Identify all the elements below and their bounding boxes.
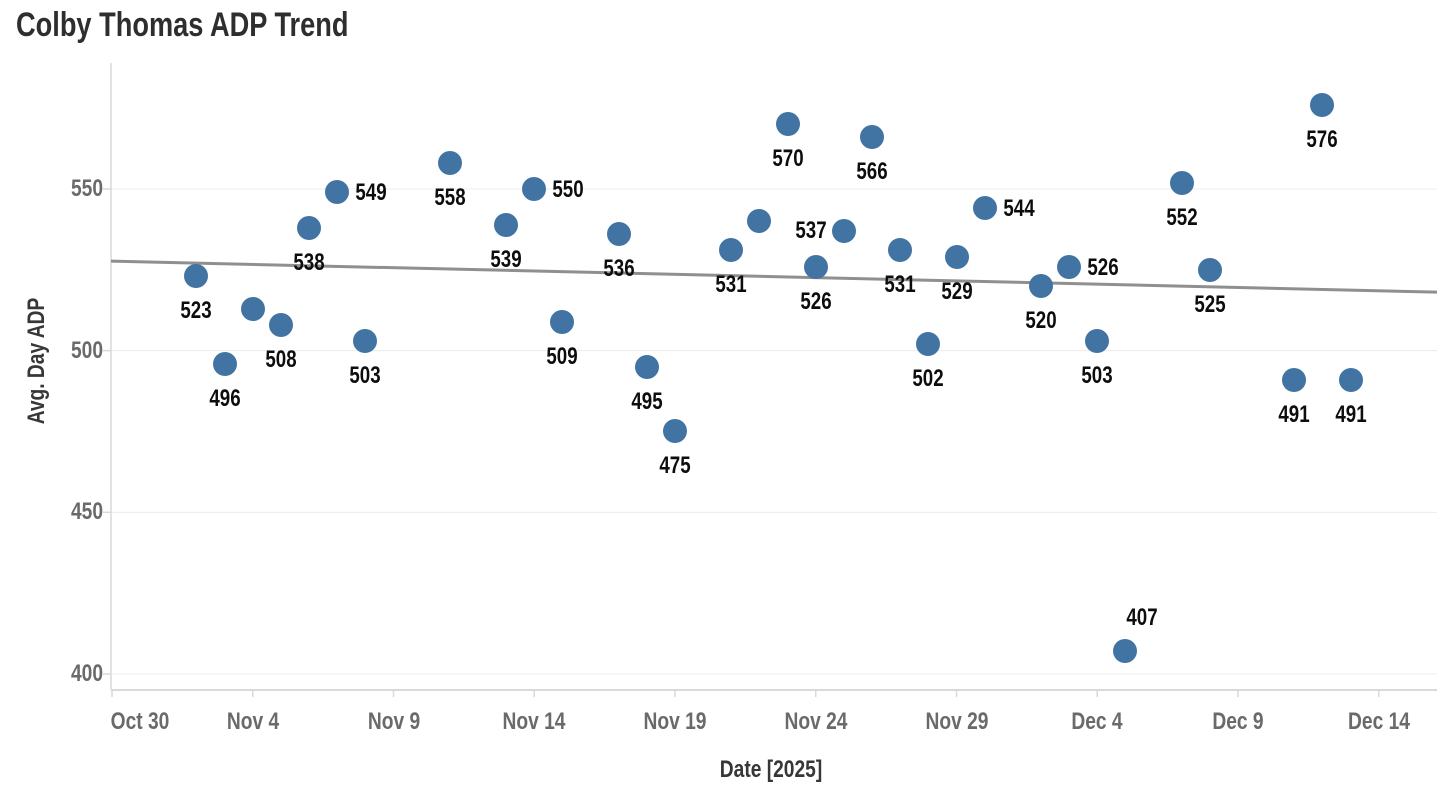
point-label: 529 [940,277,973,305]
y-tick-label: 450 [70,498,104,526]
point-label: 536 [603,255,635,283]
x-tick-label: Nov 4 [226,708,279,735]
data-point-dec-7[interactable] [1169,170,1194,195]
point-label: 491 [1278,400,1310,428]
data-point-nov-7[interactable] [325,180,350,205]
data-point-nov-19[interactable] [663,419,687,444]
x-tick-label: Nov 9 [367,708,420,735]
point-label: 558 [434,184,466,212]
y-axis-title: Avg. Day ADP [23,297,50,425]
y-tick-label: 500 [70,336,104,364]
data-point-nov-21[interactable] [719,238,744,263]
data-point-dec-8[interactable] [1197,257,1222,282]
data-point-dec-2[interactable] [1028,273,1053,298]
data-point-nov-27[interactable] [888,238,913,263]
x-tick-label: Nov 24 [784,708,848,735]
data-point-dec-5[interactable] [1113,639,1138,664]
point-label: 531 [884,271,916,299]
data-point-nov-2[interactable] [184,264,209,289]
data-point-nov-14[interactable] [522,177,547,201]
data-point-nov-3[interactable] [212,351,237,376]
data-point-nov-22[interactable] [747,209,772,234]
point-label: 525 [1194,290,1226,318]
x-tick-label: Nov 29 [925,708,988,735]
point-label: 550 [552,176,584,203]
data-point-nov-28[interactable] [916,332,941,357]
data-point-nov-26[interactable] [860,125,885,150]
point-label: 570 [771,145,804,173]
data-point-nov-23[interactable] [775,112,800,137]
point-label: 576 [1306,125,1339,153]
y-tick-label: 400 [70,659,104,687]
chart-title: Colby Thomas ADP Trend [16,6,349,44]
data-point-nov-13[interactable] [494,212,519,237]
point-label: 508 [265,345,297,373]
x-tick-label: Nov 14 [502,708,566,735]
point-label: 566 [856,158,888,186]
data-point-nov-17[interactable] [606,222,631,247]
data-point-nov-6[interactable] [297,215,322,240]
trend-line [110,259,1438,294]
x-tick-label: Dec 14 [1347,708,1410,735]
x-tick-label: Dec 4 [1071,708,1123,735]
data-point-dec-11[interactable] [1282,367,1307,392]
point-label: 526 [800,287,832,315]
data-point-dec-3[interactable] [1057,254,1082,279]
data-point-nov-30[interactable] [972,196,997,221]
data-point-dec-4[interactable] [1085,328,1110,353]
point-label: 475 [659,452,691,480]
point-label: 544 [1003,195,1035,223]
point-label: 523 [180,297,213,325]
x-tick-label: Nov 19 [643,708,707,735]
point-label: 496 [208,384,241,412]
point-label: 538 [293,248,325,276]
point-label: 531 [715,271,747,299]
point-label: 520 [1025,306,1057,334]
point-label: 537 [795,217,827,245]
data-point-nov-24[interactable] [803,254,828,279]
point-label: 503 [1081,361,1113,389]
data-point-dec-13[interactable] [1338,367,1363,392]
data-point-dec-12[interactable] [1310,92,1335,117]
x-tick-label: Oct 30 [110,708,170,735]
point-label: 502 [912,365,944,393]
data-point-nov-11[interactable] [437,151,462,176]
point-label: 549 [355,179,387,207]
data-point-nov-25[interactable] [831,219,856,244]
data-point-nov-15[interactable] [550,309,575,334]
data-point-nov-18[interactable] [634,354,659,379]
point-label: 407 [1126,604,1159,632]
point-label: 495 [631,387,663,415]
point-label: 539 [490,245,522,273]
point-label: 503 [349,361,381,389]
x-tick-label: Dec 9 [1212,708,1264,735]
point-label: 552 [1166,203,1198,231]
data-point-nov-8[interactable] [353,328,378,353]
y-tick-label: 550 [70,175,104,202]
point-label: 491 [1334,400,1367,428]
x-axis-title: Date [2025] [719,756,823,783]
point-label: 509 [546,342,579,370]
data-point-nov-4[interactable] [240,296,265,321]
data-point-nov-5[interactable] [268,312,293,337]
data-point-nov-29[interactable] [944,244,969,269]
point-label: 526 [1087,253,1119,281]
